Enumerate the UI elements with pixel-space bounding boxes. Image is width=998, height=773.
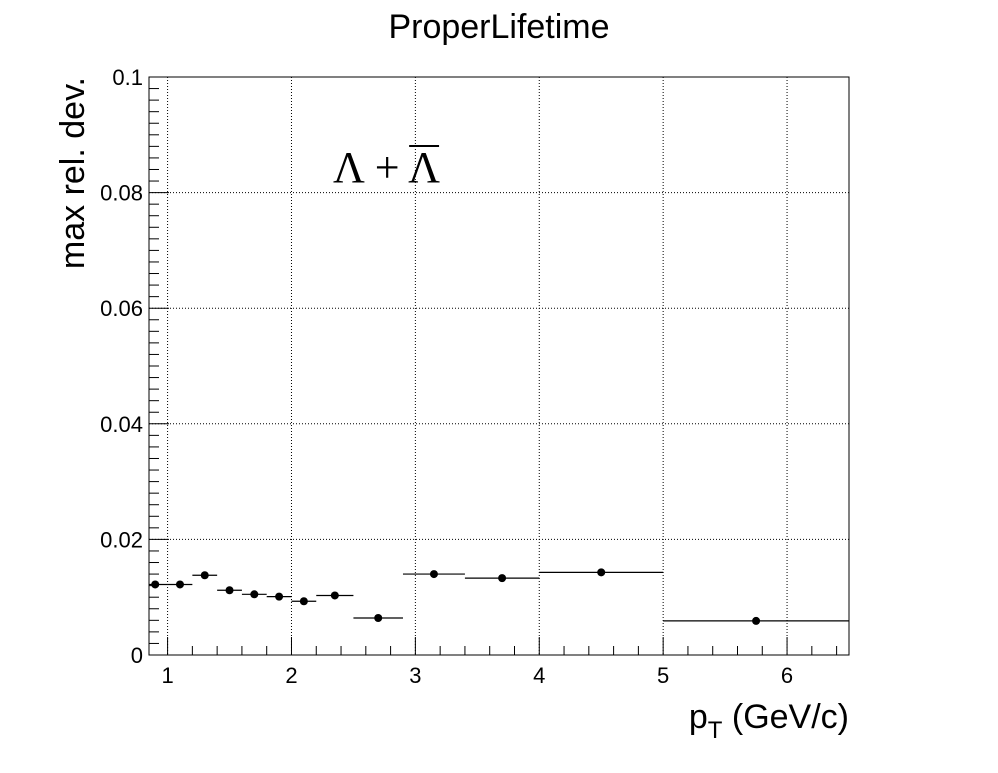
- data-point: [330, 591, 339, 600]
- x-tick-label: 4: [533, 663, 545, 688]
- y-tick-label: 0.06: [100, 296, 143, 321]
- x-tick-label: 2: [285, 663, 297, 688]
- data-point: [151, 580, 160, 589]
- y-tick-label: 0: [131, 643, 143, 668]
- y-tick-label: 0.1: [112, 65, 143, 90]
- y-tick-label: 0.04: [100, 412, 143, 437]
- data-point: [225, 586, 234, 595]
- y-tick-label: 0.08: [100, 181, 143, 206]
- x-axis-label-subscript: T: [708, 717, 723, 744]
- x-tick-label: 3: [409, 663, 421, 688]
- data-point: [374, 614, 383, 623]
- y-tick-label: 0.02: [100, 527, 143, 552]
- data-point: [299, 597, 308, 606]
- data-series: [149, 568, 849, 625]
- x-tick-label: 1: [161, 663, 173, 688]
- lambda-annotation: Λ + Λ: [333, 143, 440, 192]
- data-point: [498, 574, 507, 583]
- data-point: [275, 592, 284, 601]
- x-tick-label: 5: [657, 663, 669, 688]
- data-point: [175, 580, 184, 589]
- data-point: [429, 570, 438, 579]
- x-axis-label: pT (GeV/c): [689, 698, 849, 744]
- grid: [149, 76, 849, 656]
- chart-title: ProperLifetime: [388, 8, 609, 46]
- x-axis-label-unit: (GeV/c): [722, 698, 849, 736]
- data-point: [250, 590, 259, 599]
- data-point: [200, 571, 209, 580]
- x-axis-label-main: p: [689, 698, 708, 736]
- tick-labels: 1 2 3 4 5 6 0 0.02 0.04 0.06 0.08 0.1: [100, 65, 793, 688]
- x-tick-label: 6: [781, 663, 793, 688]
- y-axis-label: max rel. dev.: [54, 77, 92, 269]
- data-point: [597, 568, 606, 577]
- plot-frame: [148, 76, 850, 656]
- data-point: [752, 616, 761, 625]
